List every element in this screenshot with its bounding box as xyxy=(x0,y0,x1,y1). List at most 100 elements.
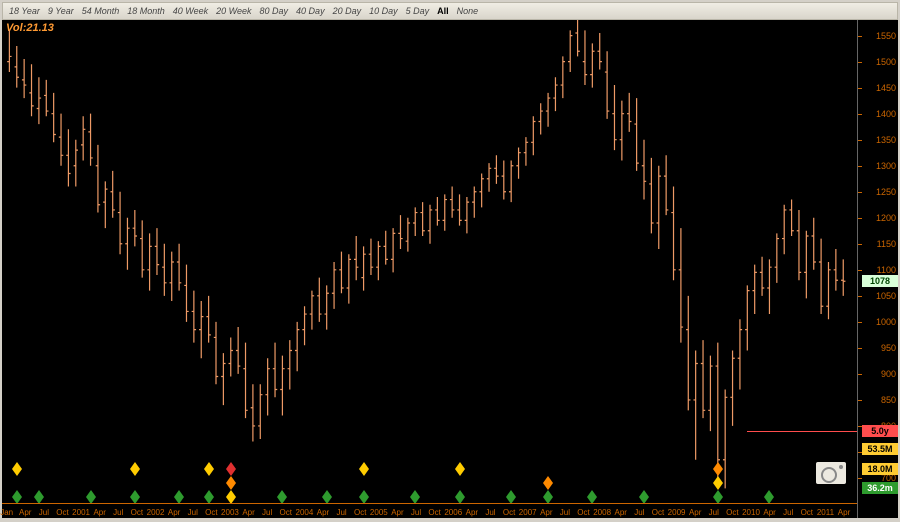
cycle-marker-diamond xyxy=(506,490,516,504)
y-tick-label: 1050 xyxy=(876,291,896,301)
x-tick-label: 2011 xyxy=(817,508,834,517)
x-tick-label: Apr xyxy=(317,508,329,517)
x-tick-label: 2004 xyxy=(295,508,313,517)
ohlc-bars xyxy=(2,20,858,518)
price-tag: 18.0M xyxy=(862,463,898,475)
price-tag: 36.2m xyxy=(862,482,898,494)
x-tick-label: 2010 xyxy=(742,508,760,517)
timeframe-5day[interactable]: 5 Day xyxy=(406,6,430,16)
x-tick-label: Oct xyxy=(726,508,738,517)
cycle-marker-diamond xyxy=(12,462,22,476)
x-tick-label: Oct xyxy=(652,508,664,517)
y-tick-label: 1500 xyxy=(876,57,896,67)
x-tick-label: Apr xyxy=(763,508,775,517)
x-tick-label: Oct xyxy=(131,508,143,517)
x-tick-label: Jul xyxy=(634,508,644,517)
cycle-marker-diamond xyxy=(130,490,140,504)
timeframe-18year[interactable]: 18 Year xyxy=(9,6,40,16)
cycle-marker-diamond xyxy=(226,490,236,504)
y-tick-label: 1200 xyxy=(876,213,896,223)
x-tick-label: Jan xyxy=(0,508,13,517)
cycle-marker-diamond xyxy=(226,476,236,490)
timeframe-80day[interactable]: 80 Day xyxy=(260,6,289,16)
timeframe-10day[interactable]: 10 Day xyxy=(369,6,398,16)
x-tick-label: Jul xyxy=(262,508,272,517)
cycle-marker-diamond xyxy=(543,476,553,490)
x-tick-label: Oct xyxy=(577,508,589,517)
cycle-marker-diamond xyxy=(764,490,774,504)
x-tick-label: Jul xyxy=(336,508,346,517)
x-tick-label: Oct xyxy=(428,508,440,517)
x-tick-label: Oct xyxy=(280,508,292,517)
y-tick-label: 850 xyxy=(881,395,896,405)
timeframe-20day[interactable]: 20 Day xyxy=(333,6,362,16)
cycle-marker-diamond xyxy=(34,490,44,504)
cycle-marker-diamond xyxy=(359,462,369,476)
price-tag: 53.5M xyxy=(862,443,898,455)
x-tick-label: Apr xyxy=(689,508,701,517)
x-tick-label: Oct xyxy=(56,508,68,517)
y-tick-label: 950 xyxy=(881,343,896,353)
timeframe-40week[interactable]: 40 Week xyxy=(173,6,208,16)
cycle-marker-diamond xyxy=(543,490,553,504)
timeframe-20week[interactable]: 20 Week xyxy=(216,6,251,16)
x-tick-label: 2002 xyxy=(147,508,165,517)
x-tick-label: Jul xyxy=(709,508,719,517)
cycle-marker-diamond xyxy=(226,462,236,476)
cycle-marker-diamond xyxy=(587,490,597,504)
x-tick-label: 2003 xyxy=(221,508,239,517)
y-tick-label: 1450 xyxy=(876,83,896,93)
cycle-marker-diamond xyxy=(174,490,184,504)
y-tick-label: 1100 xyxy=(877,265,896,275)
timeframe-40day[interactable]: 40 Day xyxy=(296,6,325,16)
x-tick-label: Apr xyxy=(93,508,105,517)
x-tick-label: Jul xyxy=(485,508,495,517)
cycle-marker-diamond xyxy=(359,490,369,504)
cycle-marker-diamond xyxy=(277,490,287,504)
y-tick-label: 1550 xyxy=(876,31,896,41)
x-tick-label: Jul xyxy=(188,508,198,517)
cycle-marker-diamond xyxy=(12,490,22,504)
timeframe-9year[interactable]: 9 Year xyxy=(48,6,74,16)
camera-icon[interactable] xyxy=(816,462,846,484)
cycle-marker-diamond xyxy=(639,490,649,504)
timeframe-none[interactable]: None xyxy=(457,6,479,16)
x-tick-label: Apr xyxy=(838,508,850,517)
x-tick-label: 2001 xyxy=(72,508,90,517)
y-tick-label: 1350 xyxy=(876,135,896,145)
x-tick-label: Apr xyxy=(242,508,254,517)
y-tick-label: 1400 xyxy=(876,109,896,119)
timeframe-all[interactable]: All xyxy=(437,6,449,16)
x-tick-label: Apr xyxy=(391,508,403,517)
y-tick-label: 1300 xyxy=(876,161,896,171)
price-tag: 5.0y xyxy=(862,425,898,437)
x-tick-label: Jul xyxy=(113,508,123,517)
y-tick-label: 900 xyxy=(881,369,896,379)
cycle-marker-diamond xyxy=(410,490,420,504)
timeframe-54month[interactable]: 54 Month xyxy=(82,6,120,16)
cycle-marker-diamond xyxy=(86,490,96,504)
y-tick-label: 1250 xyxy=(876,187,896,197)
cycle-marker-diamond xyxy=(322,490,332,504)
x-tick-label: Jul xyxy=(783,508,793,517)
cycle-marker-diamond xyxy=(130,462,140,476)
price-chart[interactable]: Vol:21.13 JanAprJulOct2001AprJulOct2002A… xyxy=(2,20,858,518)
cycle-marker-diamond xyxy=(455,490,465,504)
cycle-marker-diamond xyxy=(204,490,214,504)
y-axis: 7007508008509009501000105011001150120012… xyxy=(857,20,898,518)
cycle-marker-diamond xyxy=(204,462,214,476)
x-tick-label: Jul xyxy=(411,508,421,517)
x-tick-label: 2009 xyxy=(668,508,686,517)
x-tick-label: 2005 xyxy=(370,508,388,517)
x-axis: JanAprJulOct2001AprJulOct2002AprJulOct20… xyxy=(2,503,858,518)
y-tick-label: 1150 xyxy=(877,239,896,249)
timeframe-18month[interactable]: 18 Month xyxy=(127,6,165,16)
x-tick-label: 2008 xyxy=(593,508,611,517)
x-tick-label: 2006 xyxy=(444,508,462,517)
app-frame: 18 Year 9 Year 54 Month 18 Month 40 Week 20 W… xyxy=(0,0,900,522)
x-tick-label: Apr xyxy=(540,508,552,517)
x-tick-label: Oct xyxy=(503,508,515,517)
timeframe-toolbar: 18 Year 9 Year 54 Month 18 Month 40 Week 20 W… xyxy=(2,2,898,20)
price-tag: 1078 xyxy=(862,275,898,287)
x-tick-label: 2007 xyxy=(519,508,537,517)
